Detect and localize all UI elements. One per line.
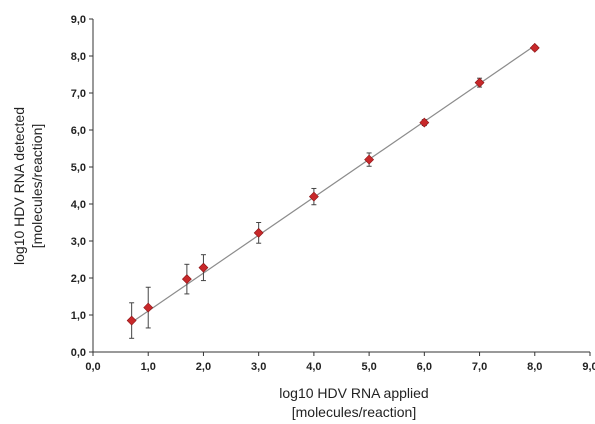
x-tick-label: 0,0 xyxy=(85,361,100,373)
x-axis-title-line1: log10 HDV RNA applied xyxy=(279,385,428,401)
y-axis-title-line2: [molecules/reaction] xyxy=(29,124,45,249)
x-tick-label: 3,0 xyxy=(251,361,266,373)
y-tick-label: 1,0 xyxy=(71,310,86,322)
y-axis-title-line1: log10 HDV RNA detected xyxy=(11,107,27,265)
x-tick-label: 9,0 xyxy=(582,361,595,373)
data-point xyxy=(253,227,264,238)
y-tick-label: 5,0 xyxy=(71,162,86,174)
y-tick-label: 2,0 xyxy=(71,273,86,285)
x-tick-label: 7,0 xyxy=(472,361,487,373)
data-point xyxy=(419,117,430,128)
x-tick-label: 8,0 xyxy=(527,361,542,373)
data-point xyxy=(529,42,540,53)
data-point xyxy=(126,315,137,326)
data-point xyxy=(364,154,375,165)
y-tick-label: 7,0 xyxy=(71,88,86,100)
data-point xyxy=(474,77,485,88)
y-tick-label: 4,0 xyxy=(71,199,86,211)
y-tick-label: 0,0 xyxy=(71,347,86,359)
data-point xyxy=(181,274,192,285)
x-tick-label: 1,0 xyxy=(141,361,156,373)
y-tick-label: 8,0 xyxy=(71,51,86,63)
x-tick-label: 2,0 xyxy=(196,361,211,373)
data-point xyxy=(308,191,319,202)
x-tick-label: 5,0 xyxy=(361,361,376,373)
data-point xyxy=(143,302,154,313)
x-axis-title-line2: [molecules/reaction] xyxy=(292,404,417,420)
y-tick-label: 3,0 xyxy=(71,236,86,248)
data-point xyxy=(198,262,209,273)
y-tick-label: 6,0 xyxy=(71,125,86,137)
plot-area: 0,0 1,0 2,0 3,0 4,0 5,0 6,0 7,0 8,0 9,0 0,0 1,0 2,0 3… xyxy=(71,14,595,373)
y-tick-label: 9,0 xyxy=(71,14,86,26)
fit-line xyxy=(131,45,536,323)
x-tick-label: 4,0 xyxy=(306,361,321,373)
x-tick-label: 6,0 xyxy=(417,361,432,373)
